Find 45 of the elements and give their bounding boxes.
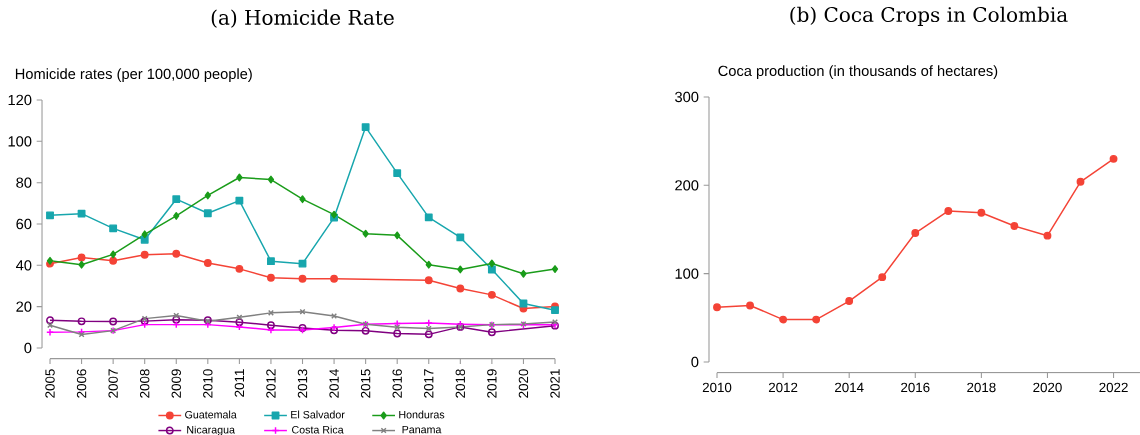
legend-label: Guatemala xyxy=(185,410,237,419)
x-tick-label: 2021 xyxy=(550,369,560,398)
x-tick-label: 2016 xyxy=(392,369,402,398)
x-tick-label: 2018 xyxy=(967,382,996,393)
y-tick-label: 0 xyxy=(691,356,699,368)
x-tick-label: 2010 xyxy=(203,369,213,398)
x-tick-label: 2015 xyxy=(360,369,371,398)
x-tick-label: 2017 xyxy=(424,369,434,398)
x-tick-label: 2007 xyxy=(108,369,118,398)
x-tick-label: 2018 xyxy=(455,369,466,398)
y-tick-label: 20 xyxy=(16,301,32,312)
y-tick-label: 300 xyxy=(675,91,699,103)
y-tick-label: 40 xyxy=(16,260,32,271)
x-tick-label: 2008 xyxy=(139,369,150,398)
x-tick-label: 2006 xyxy=(76,369,87,398)
x-tick-label: 2012 xyxy=(266,369,276,398)
x-tick-label: 2011 xyxy=(234,369,245,397)
x-tick-label: 2019 xyxy=(487,369,497,398)
x-tick-label: 2005 xyxy=(45,369,55,398)
legend-label: El Salvador xyxy=(291,410,345,419)
x-tick-label: 2009 xyxy=(171,369,181,398)
y-axis-title: Coca production (in thousands of hectares) xyxy=(718,65,998,79)
x-tick-label: 2016 xyxy=(901,382,930,393)
y-tick-label: 100 xyxy=(675,268,699,279)
x-tick-label: 2013 xyxy=(297,369,308,398)
y-tick-label: 100 xyxy=(8,136,32,147)
legend-label: Nicaragua xyxy=(187,425,235,435)
x-tick-label: 2014 xyxy=(835,382,864,393)
y-axis-title: Homicide rates (per 100,000 people) xyxy=(15,68,252,82)
chart-title: (a) Homicide Rate xyxy=(211,9,394,28)
x-tick-label: 2020 xyxy=(1033,382,1062,393)
legend-label: Panama xyxy=(402,425,442,434)
legend-label: Honduras xyxy=(399,410,445,419)
y-tick-label: 200 xyxy=(675,180,699,191)
legend-label: Costa Rica xyxy=(292,425,344,434)
y-tick-label: 60 xyxy=(16,218,32,230)
x-tick-label: 2022 xyxy=(1099,382,1128,393)
x-tick-label: 2012 xyxy=(768,382,798,393)
y-tick-label: 120 xyxy=(8,94,32,106)
y-tick-label: 0 xyxy=(24,342,32,354)
x-tick-label: 2020 xyxy=(518,369,529,398)
chart-title: (b) Coca Crops in Colombia xyxy=(790,6,1068,26)
y-tick-label: 80 xyxy=(16,177,32,188)
x-tick-label: 2010 xyxy=(702,382,732,393)
x-tick-label: 2014 xyxy=(329,369,339,398)
